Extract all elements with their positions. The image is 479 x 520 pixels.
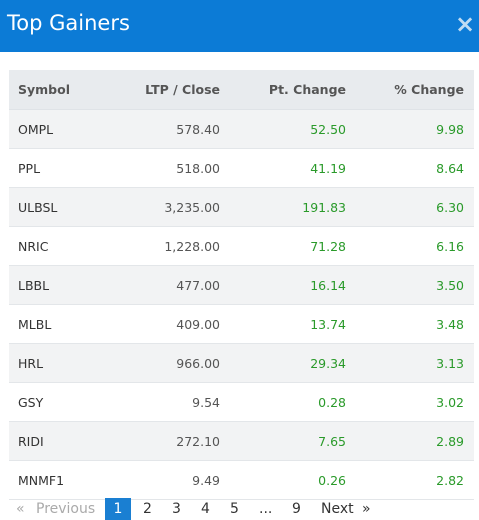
- pct-change-cell: 9.98: [356, 109, 474, 149]
- pt-change-cell: 191.83: [230, 187, 356, 227]
- pct-change-cell: 6.16: [356, 226, 474, 266]
- table-row: RIDI 272.10 7.65 2.89: [9, 421, 474, 461]
- table-row: MLBL 409.00 13.74 3.48: [9, 304, 474, 344]
- pct-change-cell: 3.48: [356, 304, 474, 344]
- column-header-symbol[interactable]: Symbol: [9, 70, 109, 110]
- top-gainers-table: Symbol LTP / Close Pt. Change % Change O…: [9, 70, 474, 500]
- close-icon[interactable]: ×: [455, 10, 476, 38]
- ltp-cell: 518.00: [109, 148, 230, 188]
- next-page-button[interactable]: Next: [321, 501, 354, 517]
- table-row: NRIC 1,228.00 71.28 6.16: [9, 226, 474, 266]
- page-button-2[interactable]: 2: [143, 501, 152, 517]
- page-button-5[interactable]: 5: [230, 501, 239, 517]
- symbol-cell: OMPL: [9, 109, 109, 149]
- dialog-title: Top Gainers: [7, 11, 130, 35]
- table-row: GSY 9.54 0.28 3.02: [9, 382, 474, 422]
- last-page-icon[interactable]: »: [362, 501, 371, 517]
- dialog-header: Top Gainers ×: [0, 0, 479, 52]
- pt-change-cell: 71.28: [230, 226, 356, 266]
- pt-change-cell: 16.14: [230, 265, 356, 305]
- table-row: HRL 966.00 29.34 3.13: [9, 343, 474, 383]
- ltp-cell: 9.49: [109, 460, 230, 500]
- ltp-cell: 272.10: [109, 421, 230, 461]
- column-header-pt-change[interactable]: Pt. Change: [230, 70, 356, 110]
- table-header-row: Symbol LTP / Close Pt. Change % Change: [9, 70, 474, 110]
- symbol-cell: PPL: [9, 148, 109, 188]
- pct-change-cell: 3.50: [356, 265, 474, 305]
- previous-page-button[interactable]: Previous: [36, 501, 96, 517]
- symbol-cell: LBBL: [9, 265, 109, 305]
- ltp-cell: 9.54: [109, 382, 230, 422]
- table-row: LBBL 477.00 16.14 3.50: [9, 265, 474, 305]
- ltp-cell: 409.00: [109, 304, 230, 344]
- symbol-cell: HRL: [9, 343, 109, 383]
- symbol-cell: MLBL: [9, 304, 109, 344]
- page-button-1[interactable]: 1: [105, 498, 131, 520]
- page-button-3[interactable]: 3: [172, 501, 181, 517]
- ltp-cell: 3,235.00: [109, 187, 230, 227]
- pt-change-cell: 41.19: [230, 148, 356, 188]
- pt-change-cell: 7.65: [230, 421, 356, 461]
- table-row: MNMF1 9.49 0.26 2.82: [9, 460, 474, 500]
- page-button-9[interactable]: 9: [292, 501, 301, 517]
- symbol-cell: RIDI: [9, 421, 109, 461]
- column-header-pct-change[interactable]: % Change: [356, 70, 474, 110]
- first-page-icon[interactable]: «: [16, 501, 25, 517]
- pct-change-cell: 6.30: [356, 187, 474, 227]
- pct-change-cell: 2.89: [356, 421, 474, 461]
- page-button-4[interactable]: 4: [201, 501, 210, 517]
- ltp-cell: 578.40: [109, 109, 230, 149]
- pt-change-cell: 0.28: [230, 382, 356, 422]
- pct-change-cell: 8.64: [356, 148, 474, 188]
- table-row: ULBSL 3,235.00 191.83 6.30: [9, 187, 474, 227]
- ltp-cell: 477.00: [109, 265, 230, 305]
- pt-change-cell: 13.74: [230, 304, 356, 344]
- column-header-ltp[interactable]: LTP / Close: [109, 70, 230, 110]
- pt-change-cell: 29.34: [230, 343, 356, 383]
- pt-change-cell: 52.50: [230, 109, 356, 149]
- pt-change-cell: 0.26: [230, 460, 356, 500]
- symbol-cell: ULBSL: [9, 187, 109, 227]
- ltp-cell: 966.00: [109, 343, 230, 383]
- table-row: OMPL 578.40 52.50 9.98: [9, 109, 474, 149]
- page-ellipsis: ...: [259, 501, 273, 517]
- symbol-cell: GSY: [9, 382, 109, 422]
- symbol-cell: MNMF1: [9, 460, 109, 500]
- table-row: PPL 518.00 41.19 8.64: [9, 148, 474, 188]
- ltp-cell: 1,228.00: [109, 226, 230, 266]
- pct-change-cell: 3.02: [356, 382, 474, 422]
- pct-change-cell: 3.13: [356, 343, 474, 383]
- pct-change-cell: 2.82: [356, 460, 474, 500]
- symbol-cell: NRIC: [9, 226, 109, 266]
